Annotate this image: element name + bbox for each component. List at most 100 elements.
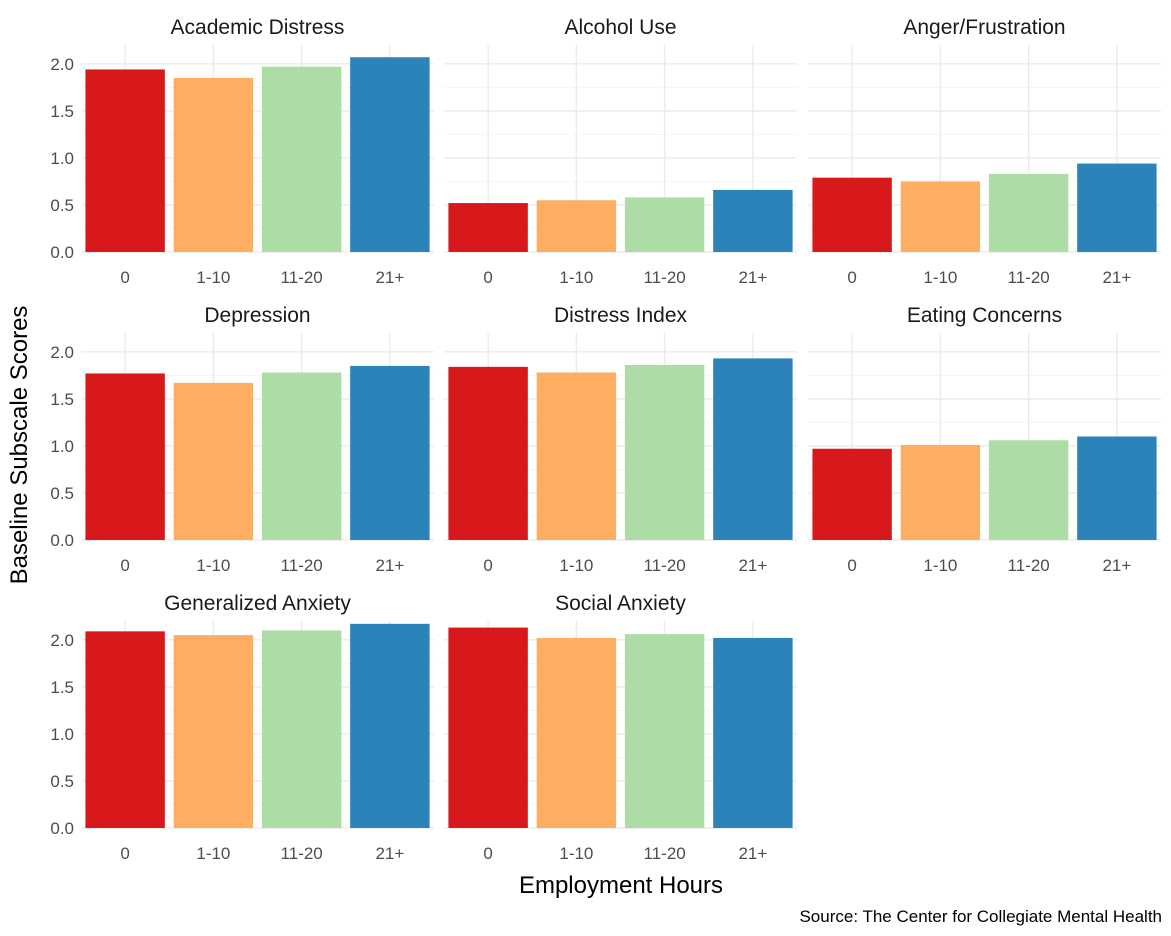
bar-11-20 [988,440,1069,540]
y-tick-label: 2.0 [50,343,74,362]
panel-5: Distress Index 0 1-10 11-20 21+ [444,304,797,575]
x-tick-label: 0 [847,268,856,287]
panel-title: Alcohol Use [564,16,676,39]
panel-title: Academic Distress [171,16,345,39]
y-tick-label: 0.5 [50,196,74,215]
source-caption: Source: The Center for Collegiate Mental… [799,907,1162,926]
panel-title: Generalized Anxiety [164,592,351,615]
bar-11-20 [988,173,1069,252]
bar-11-20 [261,66,342,253]
y-tick-label: 1.5 [50,102,74,121]
bar-0 [85,373,165,540]
x-tick-label: 21+ [375,556,404,575]
y-tick-label: 1.0 [50,149,74,168]
x-tick-label: 21+ [375,844,404,863]
bar-1-10 [173,635,254,828]
panel-4: Depression 0.0 0.5 1.0 1.5 2.0 0 1-10 11-20 21+ [50,304,434,575]
bar-21+ [713,637,793,828]
bar-11-20 [624,197,705,252]
panel-3: Anger/Frustration 0 1-10 11-20 21+ [808,16,1161,287]
bar-21+ [350,623,430,828]
x-tick-label: 11-20 [1008,268,1050,287]
bar-1-10 [536,200,617,252]
y-tick-label: 1.5 [50,678,74,697]
y-tick-label: 1.0 [50,725,74,744]
y-tick-label: 0.0 [50,243,74,262]
y-tick-label: 1.5 [50,390,74,409]
bar-21+ [713,189,793,252]
bar-0 [448,366,528,540]
panel-title: Distress Index [554,304,688,327]
bar-21+ [350,57,430,253]
y-tick-label: 0.5 [50,772,74,791]
bar-1-10 [900,181,981,252]
panel-1: Academic Distress 0.0 0.5 1.0 1.5 2.0 0 1-10 11-… [50,16,434,287]
panel-title: Anger/Frustration [903,16,1065,39]
x-tick-label: 21+ [738,268,767,287]
x-tick-label: 11-20 [644,268,686,287]
x-tick-label: 11-20 [644,556,686,575]
bar-1-10 [173,382,254,540]
panel-8: Social Anxiety 0 1-10 11-20 21+ [444,592,797,863]
y-tick-label: 1.0 [50,437,74,456]
bar-0 [812,177,892,252]
x-tick-label: 0 [120,844,129,863]
x-tick-label: 11-20 [281,844,323,863]
panel-7: Generalized Anxiety 0.0 0.5 1.0 1.5 2.0 0 1-10 1… [50,592,434,863]
x-axis-title: Employment Hours [519,872,723,899]
bar-0 [85,631,165,828]
bar-0 [448,627,528,828]
x-tick-label: 1-10 [559,844,593,863]
y-tick-label: 0.0 [50,531,74,550]
x-tick-label: 0 [483,844,492,863]
x-tick-label: 1-10 [923,268,957,287]
bar-21+ [1077,436,1157,540]
panel-title: Eating Concerns [907,304,1062,327]
x-tick-label: 0 [847,556,856,575]
x-tick-label: 0 [120,556,129,575]
bar-1-10 [173,77,254,252]
bar-0 [812,448,892,540]
bar-21+ [1077,163,1157,252]
panel-2: Alcohol Use 0 1-10 11-20 21+ [444,16,797,287]
x-tick-label: 0 [483,556,492,575]
bar-0 [448,203,528,252]
bar-0 [85,69,165,252]
x-tick-label: 11-20 [281,268,323,287]
x-tick-label: 1-10 [559,268,593,287]
panel-title: Social Anxiety [555,592,686,615]
y-axis-title: Baseline Subscale Scores [6,306,33,585]
bar-11-20 [624,634,705,828]
bar-11-20 [261,630,342,828]
bar-1-10 [536,637,617,828]
y-tick-label: 0.0 [50,819,74,838]
bar-21+ [350,365,430,540]
x-tick-label: 11-20 [1008,556,1050,575]
x-tick-label: 1-10 [196,844,230,863]
x-tick-label: 21+ [1102,556,1131,575]
x-tick-label: 21+ [738,556,767,575]
y-tick-label: 2.0 [50,631,74,650]
x-tick-label: 1-10 [559,556,593,575]
x-tick-label: 21+ [375,268,404,287]
x-tick-label: 11-20 [281,556,323,575]
x-tick-label: 0 [120,268,129,287]
panel-title: Depression [204,304,310,327]
bar-11-20 [624,364,705,540]
x-tick-label: 21+ [738,844,767,863]
bar-1-10 [900,444,981,540]
y-tick-label: 0.5 [50,484,74,503]
x-tick-label: 1-10 [196,268,230,287]
x-tick-label: 11-20 [644,844,686,863]
panels: Academic Distress 0.0 0.5 1.0 1.5 2.0 0 1-10 11-… [50,16,1161,863]
x-tick-label: 0 [483,268,492,287]
x-tick-label: 1-10 [923,556,957,575]
x-tick-label: 21+ [1102,268,1131,287]
x-tick-label: 1-10 [196,556,230,575]
y-tick-label: 2.0 [50,55,74,74]
bar-1-10 [536,372,617,540]
panel-6: Eating Concerns 0 1-10 11-20 21+ [808,304,1161,575]
bar-21+ [713,358,793,540]
bar-11-20 [261,372,342,540]
